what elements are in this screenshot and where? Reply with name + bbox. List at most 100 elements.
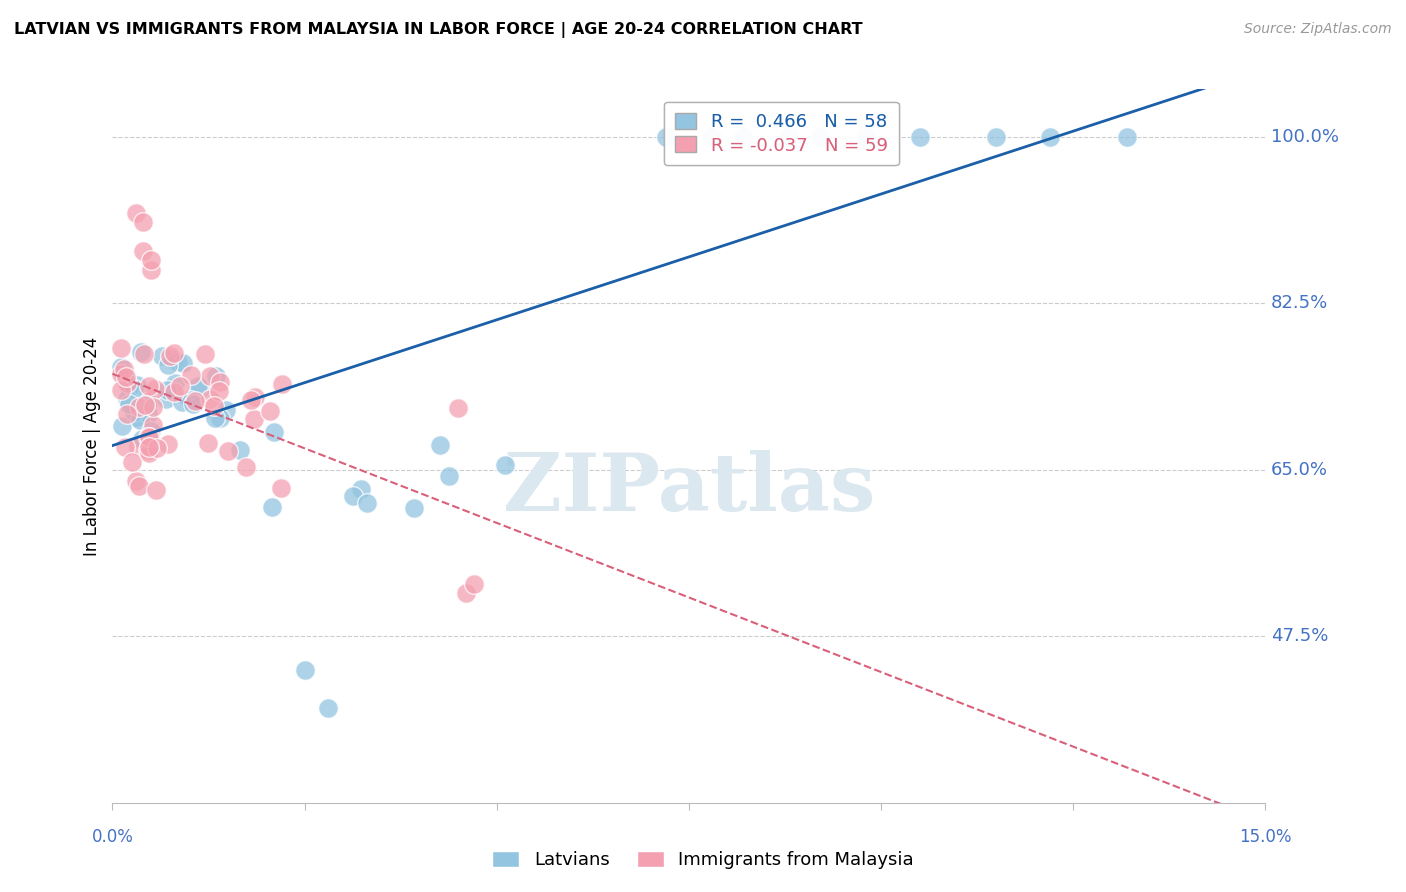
Point bbox=[138, 379, 160, 393]
Point bbox=[110, 359, 132, 374]
Point bbox=[136, 430, 159, 444]
Point bbox=[169, 379, 191, 393]
Point bbox=[166, 355, 188, 369]
Point bbox=[118, 397, 141, 411]
Point bbox=[240, 393, 263, 408]
Point bbox=[208, 384, 231, 398]
Text: Source: ZipAtlas.com: Source: ZipAtlas.com bbox=[1244, 22, 1392, 37]
Point bbox=[271, 377, 294, 392]
Point bbox=[198, 368, 221, 383]
Point bbox=[131, 432, 153, 446]
Point bbox=[294, 663, 316, 677]
Point bbox=[134, 347, 156, 361]
Point bbox=[165, 376, 187, 390]
Point bbox=[146, 441, 169, 455]
Point bbox=[112, 368, 135, 383]
Point bbox=[350, 482, 373, 496]
Point bbox=[180, 368, 202, 382]
Point bbox=[437, 469, 460, 483]
Point bbox=[127, 439, 149, 453]
Point bbox=[138, 430, 160, 444]
Point bbox=[429, 438, 451, 452]
Point bbox=[121, 455, 143, 469]
Point bbox=[156, 436, 179, 450]
Point bbox=[184, 393, 207, 408]
Point bbox=[342, 489, 364, 503]
Point bbox=[181, 397, 204, 411]
Text: ZIPatlas: ZIPatlas bbox=[503, 450, 875, 528]
Point bbox=[700, 129, 723, 144]
Point bbox=[778, 129, 800, 144]
Point bbox=[855, 129, 877, 144]
Point bbox=[136, 442, 159, 457]
Point bbox=[494, 458, 516, 473]
Text: LATVIAN VS IMMIGRANTS FROM MALAYSIA IN LABOR FORCE | AGE 20-24 CORRELATION CHART: LATVIAN VS IMMIGRANTS FROM MALAYSIA IN L… bbox=[14, 22, 863, 38]
Point bbox=[115, 376, 138, 390]
Point bbox=[136, 407, 159, 421]
Text: 65.0%: 65.0% bbox=[1271, 461, 1329, 479]
Point bbox=[188, 382, 211, 396]
Point bbox=[404, 500, 426, 515]
Point bbox=[655, 129, 678, 144]
Text: 0.0%: 0.0% bbox=[91, 828, 134, 846]
Point bbox=[243, 411, 266, 425]
Point bbox=[143, 382, 166, 396]
Point bbox=[125, 475, 148, 489]
Point bbox=[228, 442, 250, 457]
Point bbox=[145, 483, 167, 497]
Text: 47.5%: 47.5% bbox=[1271, 627, 1329, 645]
Point bbox=[110, 383, 132, 397]
Point bbox=[187, 379, 209, 393]
Point bbox=[243, 390, 266, 404]
Point bbox=[118, 381, 141, 395]
Point bbox=[155, 392, 177, 406]
Text: 82.5%: 82.5% bbox=[1271, 294, 1329, 312]
Point bbox=[132, 244, 155, 258]
Point bbox=[163, 345, 186, 359]
Point bbox=[139, 425, 162, 439]
Point bbox=[156, 384, 179, 398]
Point bbox=[110, 341, 132, 355]
Point bbox=[270, 481, 292, 495]
Point bbox=[170, 395, 193, 409]
Point bbox=[142, 400, 165, 414]
Point bbox=[200, 392, 222, 406]
Point bbox=[215, 402, 238, 417]
Point bbox=[908, 129, 931, 144]
Point bbox=[114, 440, 136, 454]
Point bbox=[204, 411, 226, 425]
Point bbox=[356, 496, 378, 510]
Point bbox=[235, 459, 257, 474]
Point bbox=[262, 500, 284, 514]
Point bbox=[263, 425, 285, 440]
Point bbox=[454, 586, 477, 600]
Point bbox=[128, 478, 150, 492]
Point bbox=[139, 263, 162, 277]
Point bbox=[139, 253, 162, 268]
Legend: R =  0.466   N = 58, R = -0.037   N = 59: R = 0.466 N = 58, R = -0.037 N = 59 bbox=[664, 102, 898, 165]
Point bbox=[202, 399, 225, 413]
Point bbox=[172, 355, 194, 369]
Point bbox=[122, 405, 145, 419]
Text: 15.0%: 15.0% bbox=[1239, 828, 1292, 846]
Point bbox=[156, 358, 179, 372]
Point bbox=[112, 362, 135, 376]
Point bbox=[111, 419, 134, 434]
Point bbox=[132, 215, 155, 229]
Legend: Latvians, Immigrants from Malaysia: Latvians, Immigrants from Malaysia bbox=[484, 842, 922, 879]
Point bbox=[115, 370, 138, 384]
Point bbox=[142, 418, 165, 433]
Point bbox=[217, 443, 239, 458]
Point bbox=[115, 407, 138, 421]
Point bbox=[127, 378, 149, 392]
Point bbox=[808, 129, 831, 144]
Point bbox=[1039, 129, 1062, 144]
Point bbox=[259, 404, 281, 418]
Point bbox=[159, 349, 181, 363]
Point bbox=[128, 400, 150, 414]
Point bbox=[138, 441, 160, 455]
Point bbox=[138, 445, 160, 459]
Text: 100.0%: 100.0% bbox=[1271, 128, 1339, 145]
Point bbox=[194, 347, 217, 361]
Point bbox=[163, 384, 186, 399]
